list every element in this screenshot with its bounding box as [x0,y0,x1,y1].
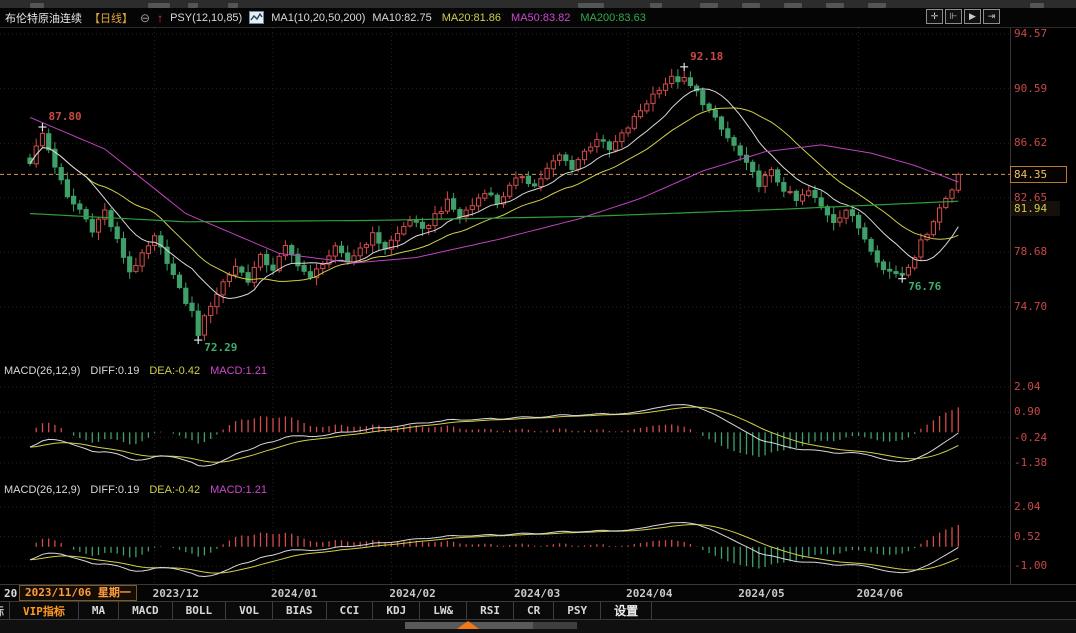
tab-ma[interactable]: MA [79,602,120,619]
ma-value: MA50:83.82 [511,11,571,24]
tab-vol[interactable]: VOL [226,602,273,619]
crosshair-date-readout: 2023/11/06 星期一 [19,585,137,601]
toolbar-fragment [868,3,886,8]
toolbar-fragment [650,3,662,8]
month-label: 2024/06 [856,587,903,600]
macd2-tick-label: 0.52 [1014,529,1041,543]
axis-divider [1010,28,1011,584]
price-tick-label: 78.68 [1014,245,1048,259]
tab-vip[interactable]: VIP指标 [10,602,79,619]
toolbar-fragment [228,3,238,8]
time-axis: 20 2023/11/06 星期一 2023/12 2024/01 2024/02 2… [0,584,1076,602]
toolbar-fragment [1030,3,1044,8]
collapse-icon[interactable]: ⊖ [140,10,151,25]
tab-psy[interactable]: PSY [554,602,602,619]
tab-rsi[interactable]: RSI [467,602,514,619]
toolbar-fragment [188,3,198,8]
settle-price-box: 81.94 [1011,200,1060,216]
scrollbar-position-marker[interactable] [457,621,479,629]
month-label: 2024/04 [626,587,673,600]
month-label: 2023/12 [152,587,199,600]
extreme-price-label: 72.29 [204,341,238,355]
tab-[interactable]: 设置 [601,602,653,619]
tab-cr[interactable]: CR [514,602,555,619]
indicator-tab-bar: 标 VIP指标MAMACDBOLLVOLBIASCCIKDJLW&RSICRPS… [0,601,1076,620]
toolbar-fragment [148,3,170,8]
extreme-price-label: 76.76 [908,279,942,293]
macd2-tick-label: 2.04 [1014,500,1041,513]
toolbar-fragment [30,3,44,8]
toolbar-fragment [578,3,604,8]
price-tick-label: 74.70 [1014,299,1048,313]
tab-boll[interactable]: BOLL [173,602,227,619]
tab-macd[interactable]: MACD [119,602,173,619]
symbol-name: 布伦特原油连续 [5,12,82,25]
diff-value: DIFF:0.19 [90,484,140,496]
ma-value: MA10:82.75 [372,11,432,24]
pan-icon[interactable]: ✛ [926,9,943,24]
chart-scrollbar[interactable] [0,620,1076,633]
toolbar-fragment [700,3,718,8]
toolbar-fragment [784,3,802,8]
macd1-tick-label: 2.04 [1014,380,1041,393]
macd1-tick-label: -1.38 [1014,455,1048,469]
current-price-box: 84.35 [1010,166,1067,184]
toolbar-fragment [742,3,760,8]
up-arrow-icon[interactable]: ↑ [157,10,164,25]
tab-clipped[interactable]: 标 [0,602,10,619]
ma-group-label: MA1(10,20,50,200) [271,11,366,24]
dea-value: DEA:-0.42 [149,484,201,496]
macd-panel-1[interactable] [0,363,1012,481]
macd1-tick-label: -0.24 [1014,430,1048,444]
psy-indicator-label: PSY(12,10,85) [170,11,243,24]
axis-left-icon[interactable]: ⊩ [945,9,962,24]
diff-value: DIFF:0.19 [90,365,140,377]
ma-value: MA200:83.63 [580,11,646,24]
time-axis-edge-label: 20 [4,587,18,600]
macd-value: MACD:1.21 [210,484,267,496]
tab-bias[interactable]: BIAS [273,602,327,619]
tab-kdj[interactable]: KDJ [373,602,421,619]
ma-value: MA20:81.86 [441,11,502,24]
goto-latest-icon[interactable]: ⇥ [983,9,1000,24]
macd1-readout: MACD(26,12,9) DIFF:0.19 DEA:-0.42 MACD:1… [4,365,267,377]
ma-values: MA10:82.75 MA20:81.86 MA50:83.82 MA200:83.6… [372,12,655,24]
macd-formula: MACD(26,12,9) [4,365,81,377]
macd2-readout: MACD(26,12,9) DIFF:0.19 DEA:-0.42 MACD:1… [4,484,267,496]
price-tick-label: 90.59 [1014,81,1048,95]
macd2-tick-label: -1.00 [1014,559,1048,573]
macd1-tick-label: 0.90 [1014,405,1041,419]
toolbar-fragment [826,3,844,8]
cutoff-toolbar-strip [0,0,1076,8]
period-label[interactable]: 【日线】 [89,12,133,25]
macd-panel-2[interactable] [0,482,1012,584]
play-icon[interactable]: ▶ [964,9,981,24]
month-label: 2024/02 [389,587,436,600]
mini-chart-icon[interactable] [249,11,265,24]
tab-lw[interactable]: LW& [420,602,468,619]
macd-formula: MACD(26,12,9) [4,484,81,496]
extreme-price-label: 87.80 [48,110,82,123]
extreme-price-label: 92.18 [690,49,724,63]
tab-cci[interactable]: CCI [327,602,374,619]
chart-header: 布伦特原油连续 【日线】 ⊖ ↑ PSY(12,10,85) MA1(10,20… [0,8,1076,28]
month-label: 2024/03 [513,587,561,600]
month-label: 2024/01 [270,587,318,600]
macd-value: MACD:1.21 [210,365,267,377]
month-label: 2024/05 [738,587,785,600]
price-tick-label: 94.57 [1014,27,1048,40]
dea-value: DEA:-0.42 [149,365,201,377]
main-candlestick-chart[interactable] [0,28,1012,362]
price-tick-label: 86.62 [1014,136,1048,150]
chart-corner-icons: ✛ ⊩ ▶ ⇥ [926,9,1000,24]
